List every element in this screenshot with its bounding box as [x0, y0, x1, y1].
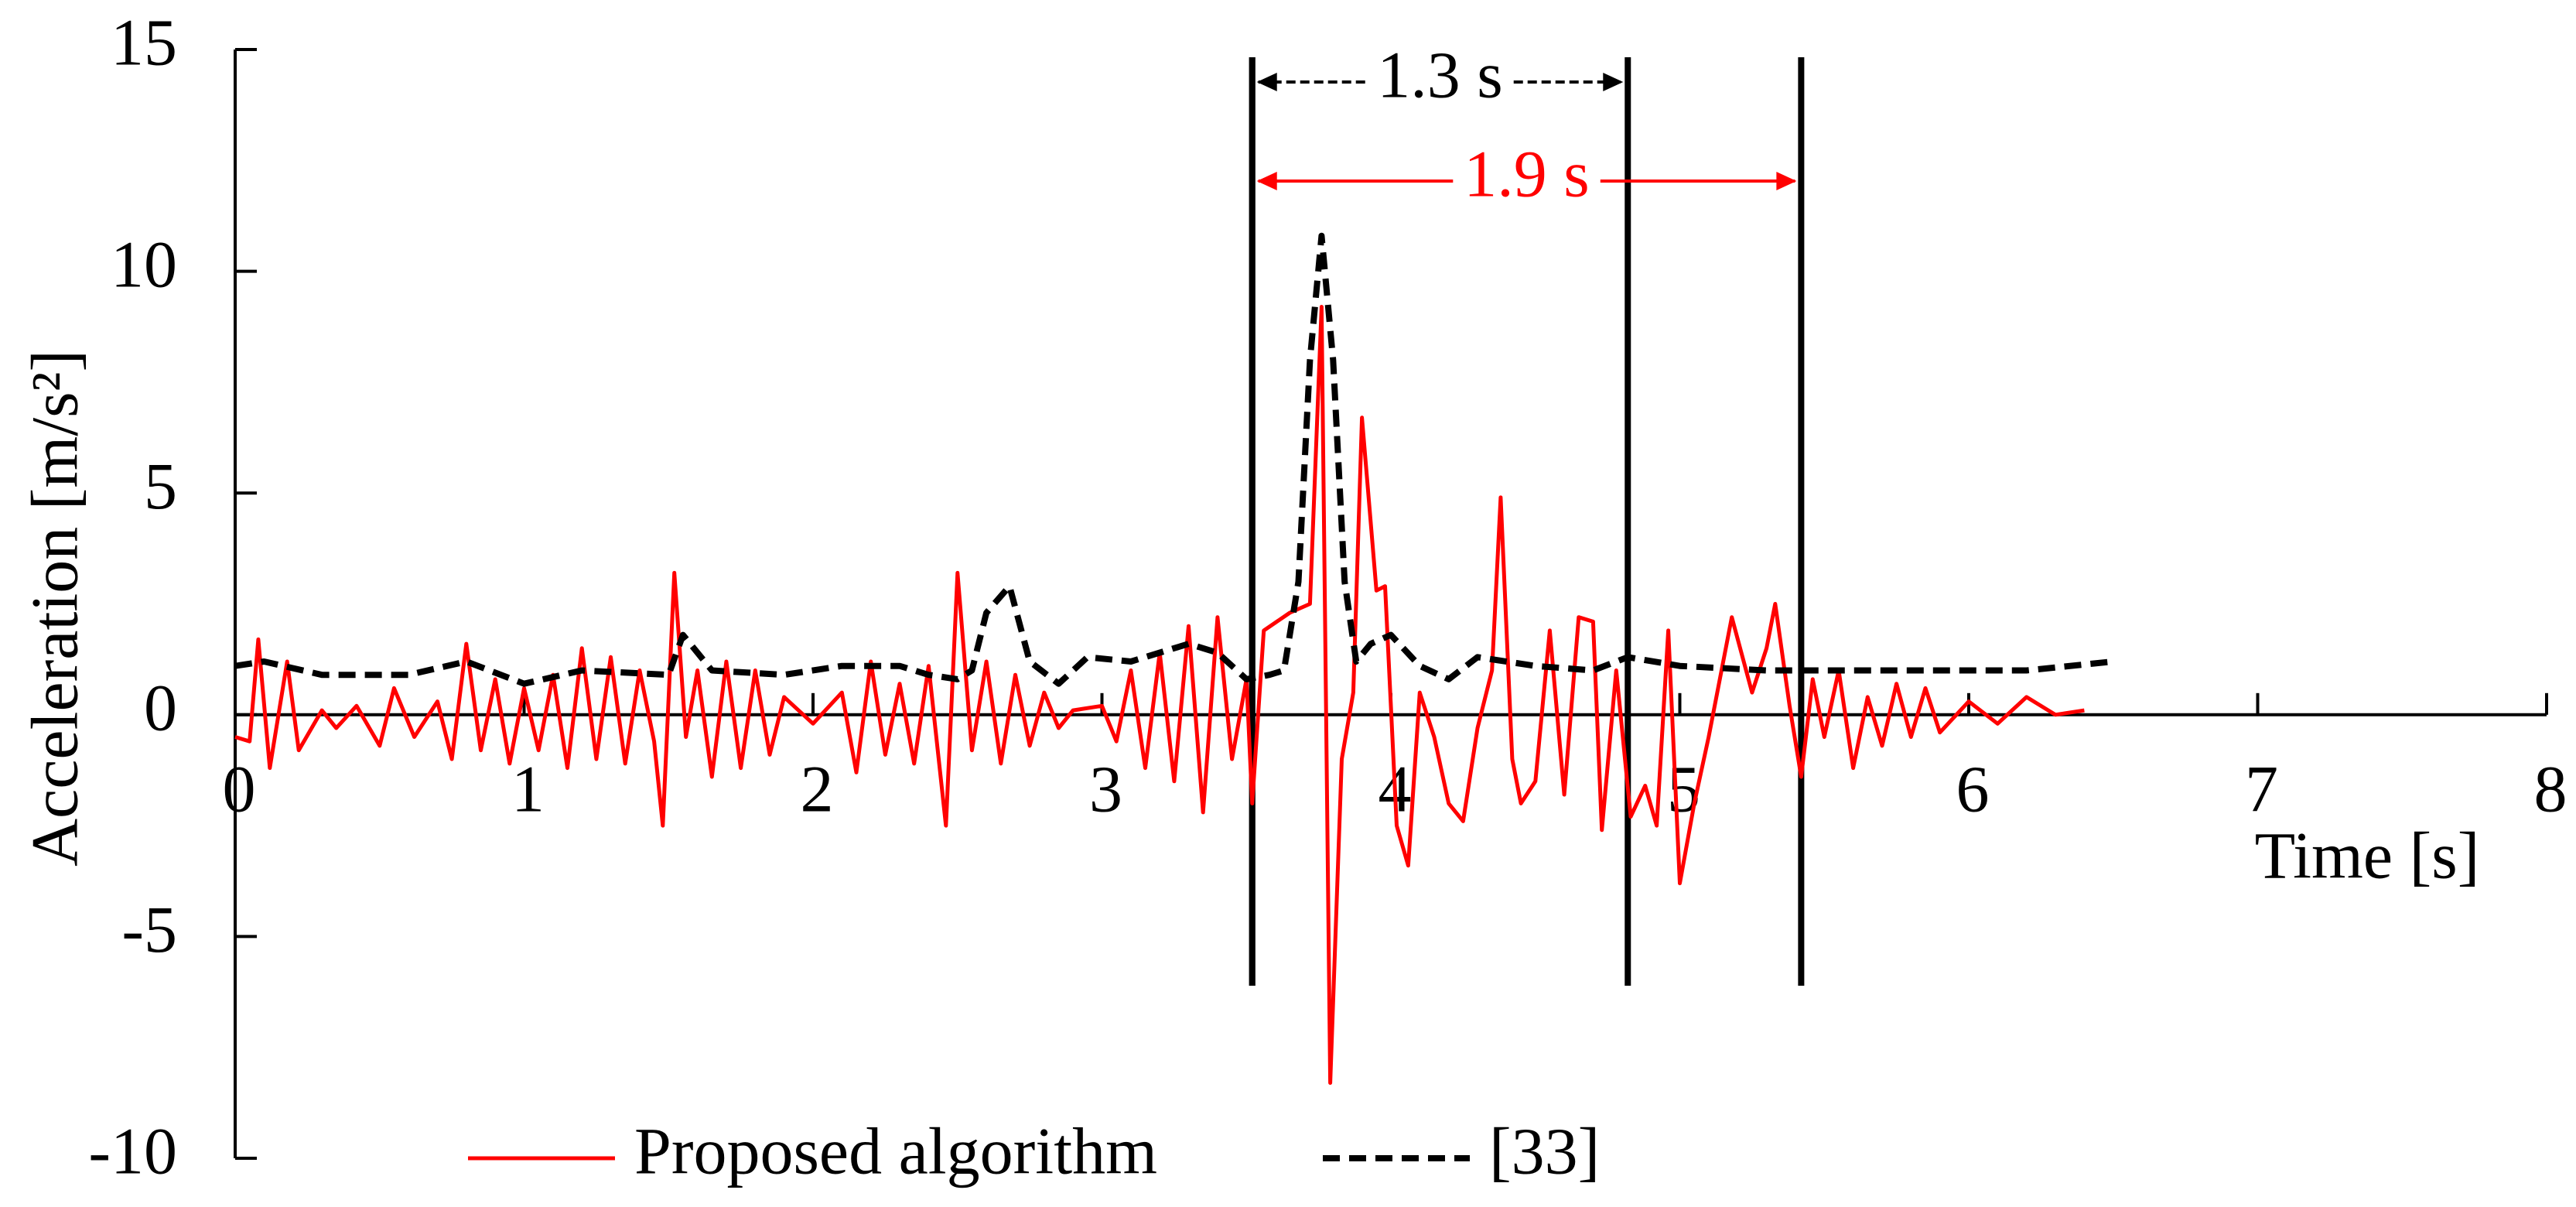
y-tick-label: 10: [111, 227, 177, 301]
y-tick-label: 5: [144, 449, 177, 523]
x-tick-label: 1: [511, 752, 545, 826]
arrow-head: [1256, 172, 1277, 190]
arrow-head: [1256, 73, 1277, 91]
y-axis-title: Acceleration [m/s²]: [18, 350, 92, 867]
x-tick-label: 2: [801, 752, 834, 826]
x-axis-title: Time [s]: [2255, 819, 2480, 893]
span-label: 1.3 s: [1377, 38, 1502, 112]
x-tick-label: 3: [1089, 752, 1122, 826]
y-tick-label: -10: [88, 1114, 177, 1188]
x-tick-label: 0: [223, 752, 256, 826]
x-tick-label: 5: [1667, 752, 1700, 826]
legend-label: Proposed algorithm: [634, 1114, 1157, 1188]
x-tick-label: 6: [1956, 752, 1990, 826]
series-line: [234, 305, 2085, 1086]
y-tick-label: -5: [121, 892, 177, 966]
y-tick-label: 15: [111, 5, 177, 80]
arrow-head: [1776, 172, 1797, 190]
x-tick-label: 7: [2245, 752, 2278, 826]
arrow-head: [1603, 73, 1624, 91]
y-tick-label: 0: [144, 671, 177, 745]
series-line: [234, 232, 2114, 687]
legend-label: [33]: [1489, 1114, 1600, 1188]
x-tick-label: 8: [2534, 752, 2567, 826]
span-label: 1.9 s: [1464, 137, 1589, 211]
